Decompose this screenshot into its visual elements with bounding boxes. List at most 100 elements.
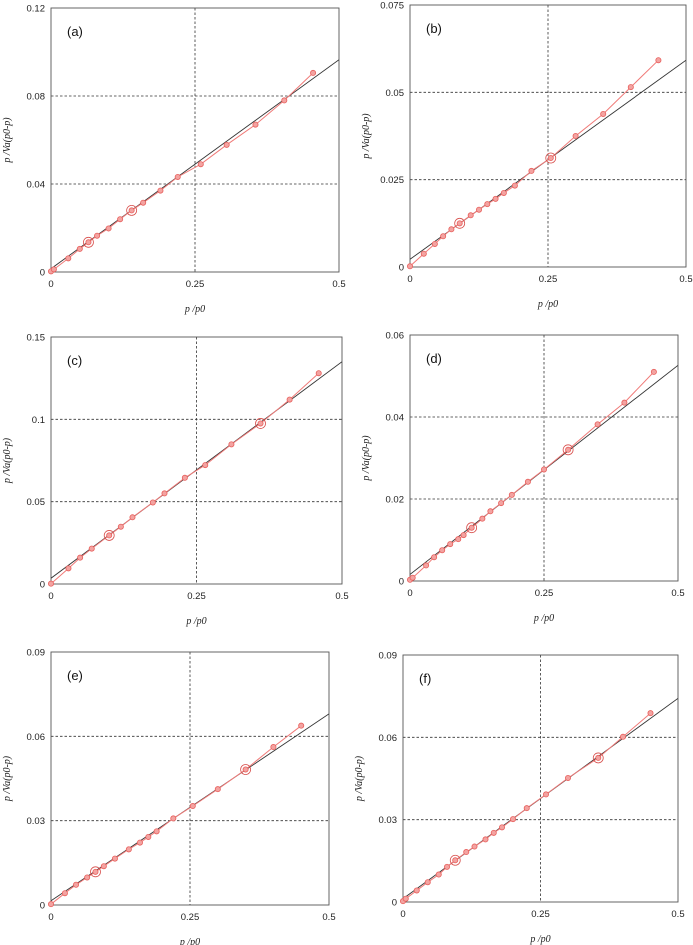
data-point <box>523 805 530 812</box>
data-point <box>270 744 277 751</box>
data-point <box>467 212 474 219</box>
y-axis-title: p /Va(p0-p) <box>2 437 13 484</box>
highlighted-point-ring <box>466 522 478 534</box>
y-tick-label: 0.04 <box>27 180 46 191</box>
highlighted-point-ring <box>449 854 461 866</box>
data-point <box>572 132 579 139</box>
data-point <box>543 791 550 798</box>
x-tick-label: 0.25 <box>186 279 205 290</box>
y-tick-label: 0 <box>40 268 45 279</box>
data-point <box>111 855 118 862</box>
panel-label: (b) <box>426 21 442 36</box>
data-point <box>73 881 80 888</box>
y-tick-label: 0.03 <box>379 815 398 826</box>
data-point <box>197 161 204 168</box>
highlighted-point-ring <box>90 866 101 878</box>
x-tick-label: 0 <box>400 909 405 920</box>
data-point <box>223 141 230 148</box>
data-point <box>409 574 416 581</box>
data-point <box>439 547 446 554</box>
y-tick-label: 0.05 <box>386 88 405 99</box>
x-tick-label: 0 <box>48 279 53 290</box>
data-point <box>252 121 259 128</box>
data-point <box>48 580 55 587</box>
y-tick-label: 0.1 <box>32 415 45 426</box>
y-tick-label: 0.04 <box>386 413 405 424</box>
data-point <box>413 887 420 894</box>
data-point <box>65 255 72 262</box>
data-point <box>498 500 505 507</box>
data-point <box>125 846 132 853</box>
panel-label: (a) <box>67 24 83 39</box>
data-point <box>136 839 143 846</box>
data-point <box>140 199 147 206</box>
plot-frame <box>50 651 330 906</box>
x-tick-label: 0.25 <box>531 909 550 920</box>
highlighted-point-ring <box>255 418 266 429</box>
x-axis-title: p /p0 <box>184 304 205 315</box>
data-point <box>528 167 535 174</box>
highlighted-point-ring <box>103 530 115 541</box>
panel-label: (d) <box>426 351 442 366</box>
y-tick-label: 0.09 <box>379 651 398 662</box>
plot-frame <box>50 336 343 585</box>
x-tick-label: 0.5 <box>322 912 335 923</box>
data-point <box>500 189 507 196</box>
data-point <box>423 562 430 569</box>
x-tick-label: 0.5 <box>679 274 692 285</box>
y-axis-title: p /Va(p0-p) <box>361 435 372 482</box>
chart-panel-f: 0 0.25 0.5 0 0.03 0.06 0.09 (f) p /p0 p /Va(p0-p) <box>354 651 685 945</box>
data-point <box>149 499 156 506</box>
x-tick-label: 0.25 <box>187 591 206 602</box>
data-point <box>406 263 413 270</box>
plot-frame <box>402 654 679 903</box>
y-tick-label: 0 <box>399 263 404 274</box>
x-tick-label: 0.5 <box>335 591 348 602</box>
data-point <box>50 266 57 273</box>
y-axis-title: p /Va(p0-p) <box>354 755 365 802</box>
data-point <box>594 421 601 428</box>
y-tick-label: 0.075 <box>380 1 404 12</box>
data-point <box>214 786 221 793</box>
data-point <box>310 69 317 76</box>
x-axis-title: p /p0 <box>529 934 550 945</box>
data-point <box>460 532 467 539</box>
data-point <box>440 233 447 240</box>
x-tick-label: 0.25 <box>539 274 558 285</box>
y-tick-label: 0.06 <box>379 733 398 744</box>
y-tick-label: 0.03 <box>27 816 46 827</box>
y-tick-label: 0.02 <box>386 495 405 506</box>
data-point <box>85 239 92 246</box>
x-axis-title: p /p0 <box>179 937 200 945</box>
data-point <box>620 733 627 740</box>
x-tick-label: 0 <box>48 591 53 602</box>
data-series-line <box>409 371 655 581</box>
data-point <box>105 225 112 232</box>
y-tick-label: 0 <box>40 580 45 591</box>
highlighted-point-ring <box>545 152 557 164</box>
data-point <box>65 565 72 572</box>
y-tick-label: 0 <box>40 901 45 912</box>
data-point <box>456 220 463 227</box>
data-point <box>84 874 91 881</box>
y-axis-title: p /Va(p0-p) <box>361 113 372 160</box>
y-tick-label: 0.06 <box>27 732 46 743</box>
data-point <box>202 462 209 469</box>
data-point <box>286 396 293 403</box>
data-point <box>281 97 288 104</box>
data-point <box>129 514 136 521</box>
data-point <box>181 474 188 481</box>
chart-panel-b: 0 0.25 0.5 0 0.025 0.05 0.075 (b) p /p0 p /Va(p0-… <box>361 1 693 311</box>
data-point <box>77 554 84 561</box>
x-tick-label: 0 <box>407 274 412 285</box>
data-point <box>76 245 83 252</box>
data-series-line <box>409 59 659 267</box>
data-point <box>61 890 68 897</box>
y-tick-label: 0.12 <box>27 4 46 15</box>
data-point <box>509 816 516 823</box>
chart-panel-a: 0 0.25 0.5 0 0.04 0.08 0.12 (a) p /p0 p /Va(p0-p) <box>2 4 346 316</box>
data-point <box>424 879 431 886</box>
data-point <box>298 722 305 729</box>
data-point <box>595 754 602 761</box>
x-tick-label: 0.5 <box>671 588 684 599</box>
